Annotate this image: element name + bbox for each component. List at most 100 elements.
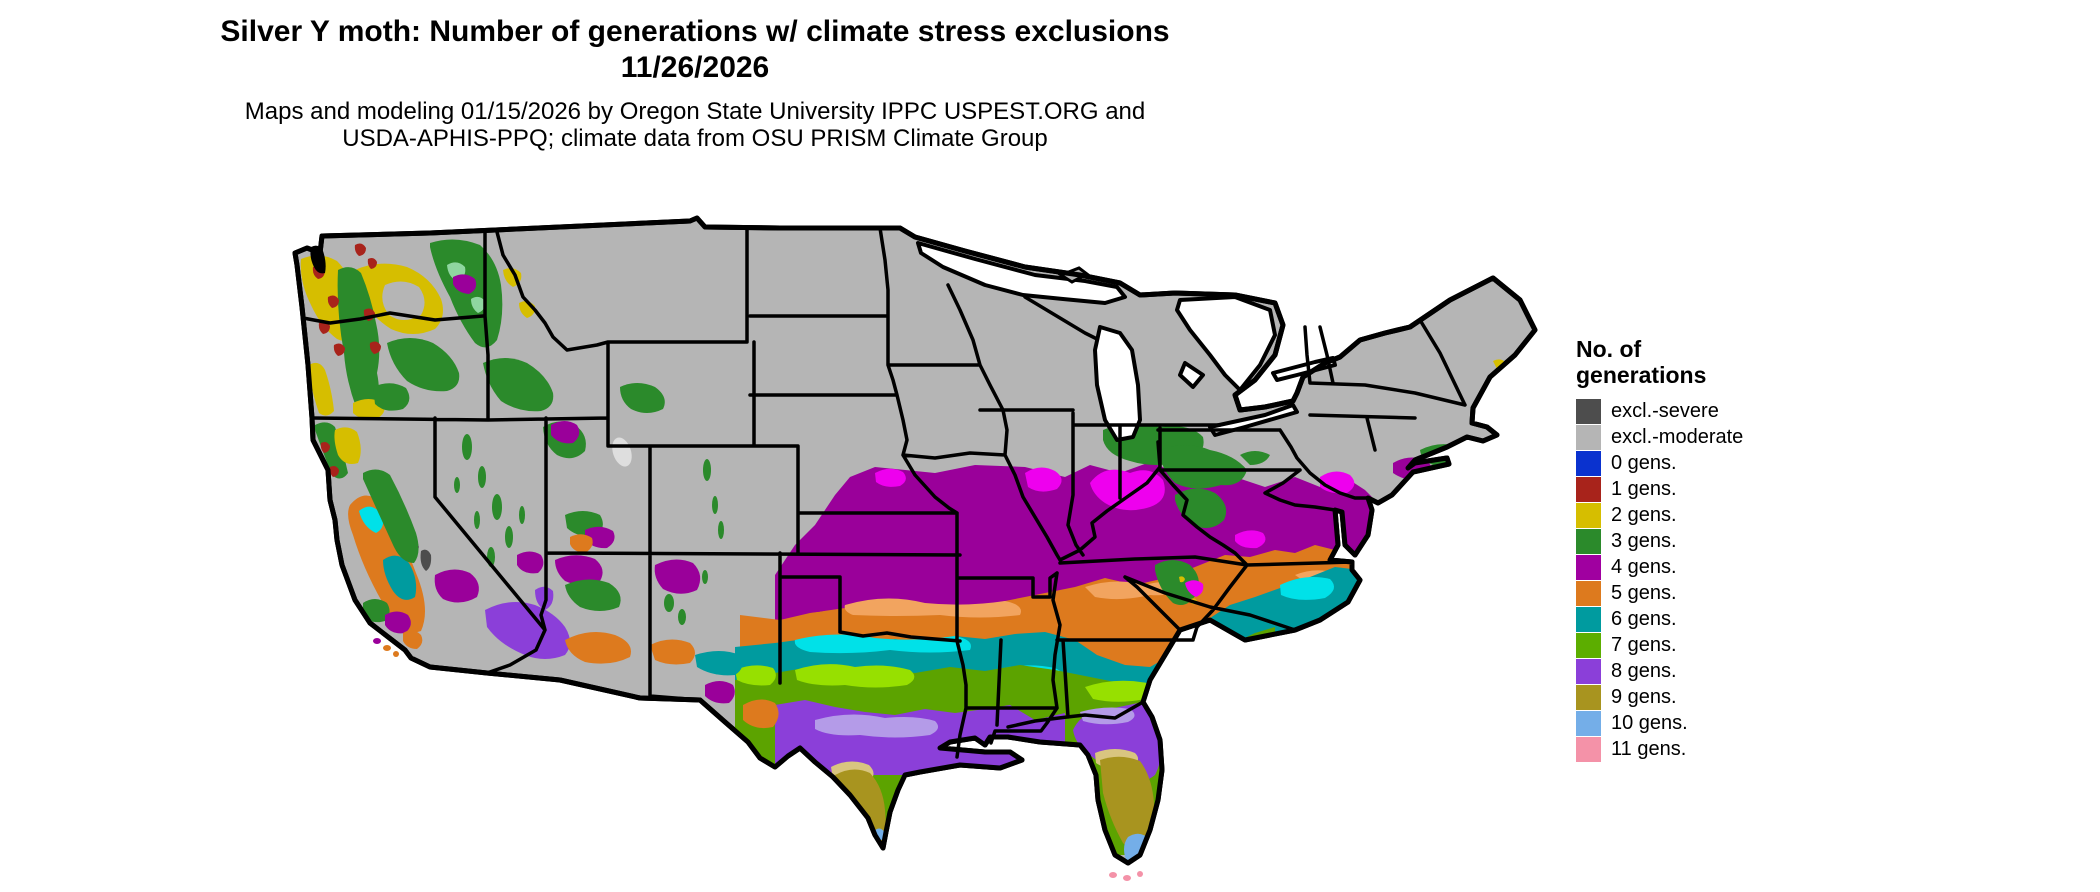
region-3gens-newyork bbox=[1240, 451, 1270, 465]
region-7gens-bright-texas bbox=[795, 664, 915, 688]
legend-item-excl-severe: excl.-severe bbox=[1576, 398, 1856, 424]
region-5gens-bigbend bbox=[743, 699, 779, 729]
region-4gens-socal bbox=[385, 611, 411, 634]
legend-item-9gens: 9 gens. bbox=[1576, 684, 1856, 710]
channel-island-1 bbox=[373, 638, 381, 644]
legend-item-3gens: 3 gens. bbox=[1576, 528, 1856, 554]
lake-erie bbox=[1208, 403, 1299, 437]
region-4gens-bright-illinois bbox=[1025, 467, 1062, 492]
lake-michigan bbox=[1093, 325, 1142, 442]
region-9gens-florida bbox=[1100, 756, 1154, 850]
region-4gens-bright-smokies bbox=[1185, 580, 1204, 597]
legend-item-6gens: 6 gens. bbox=[1576, 606, 1856, 632]
region-5gens-arizona-ring bbox=[565, 631, 631, 664]
region-3gens-nv2 bbox=[478, 466, 486, 488]
florida-keys-1 bbox=[1109, 872, 1117, 878]
legend-swatch-excl-severe bbox=[1576, 398, 1601, 424]
florida-keys-3 bbox=[1137, 871, 1143, 877]
region-6gens-westtexas bbox=[695, 651, 743, 676]
subtitle-line1: Maps and modeling 01/15/2026 by Oregon S… bbox=[244, 98, 1146, 125]
region-3gens-co3 bbox=[718, 521, 724, 539]
saginaw-bay bbox=[1178, 361, 1205, 389]
region-3gens-co2 bbox=[712, 496, 718, 514]
region-3gens-nv4 bbox=[505, 526, 513, 548]
legend-item-2gens: 2 gens. bbox=[1576, 502, 1856, 528]
legend-swatch-9gens bbox=[1576, 684, 1601, 710]
region-4gens-bright-missouri bbox=[875, 468, 906, 487]
region-3gens-norcal-coast bbox=[315, 422, 348, 479]
legend-item-8gens: 8 gens. bbox=[1576, 658, 1856, 684]
map-date: 11/26/2026 bbox=[620, 51, 770, 84]
region-4gens-newash bbox=[453, 274, 477, 294]
state-borders bbox=[301, 226, 1467, 759]
region-3gens-south-idaho bbox=[483, 358, 554, 412]
region-3gens-west-wyoming bbox=[620, 383, 665, 413]
subtitle-line2: USDA-APHIS-PPQ; climate data from OSU PR… bbox=[342, 125, 1048, 152]
legend-swatch-8gens bbox=[1576, 658, 1601, 684]
map-title: Silver Y moth: Number of generations w/ … bbox=[220, 15, 1170, 48]
region-4gens-arizona-rim bbox=[555, 555, 603, 585]
map-subtitle: Maps and modeling 01/15/2026 by Oregon S… bbox=[0, 98, 1390, 152]
legend-swatch-0gens bbox=[1576, 450, 1601, 476]
region-3gens-mogollon bbox=[565, 579, 621, 611]
us-map-svg bbox=[292, 215, 1538, 881]
region-8gens-southwest bbox=[485, 601, 570, 659]
region-3gens-light-flecks bbox=[447, 262, 486, 313]
region-7gens-bright-westtexas bbox=[735, 665, 776, 686]
region-5gens-socal bbox=[403, 630, 423, 649]
conus-generations-map bbox=[235, 215, 1545, 885]
legend-swatch-4gens bbox=[1576, 554, 1601, 580]
legend-item-1gens: 1 gens. bbox=[1576, 476, 1856, 502]
legend-swatch-3gens bbox=[1576, 528, 1601, 554]
region-3gens-nv3 bbox=[492, 494, 502, 520]
legend-swatch-7gens bbox=[1576, 632, 1601, 658]
region-3gens-nm2 bbox=[678, 609, 686, 625]
legend-title-line1: No. of bbox=[1576, 336, 1642, 362]
legend: No. of generations excl.-severe excl.-mo… bbox=[1576, 336, 1856, 762]
legend-swatch-10gens bbox=[1576, 710, 1601, 736]
region-4gens-bright-virginia bbox=[1235, 530, 1266, 549]
legend-title-line2: generations bbox=[1576, 362, 1707, 388]
legend-item-5gens: 5 gens. bbox=[1576, 580, 1856, 606]
legend-swatch-2gens bbox=[1576, 502, 1601, 528]
region-6gens-bright-carolina bbox=[1280, 577, 1334, 600]
region-3gens-nv7 bbox=[519, 506, 525, 524]
region-3gens-nm1 bbox=[664, 594, 674, 612]
region-3gens-nv5 bbox=[474, 511, 480, 529]
region-2gens-oregon-coast bbox=[309, 362, 334, 416]
legend-swatch-1gens bbox=[1576, 476, 1601, 502]
region-3gens-blue-mountains bbox=[387, 338, 460, 392]
region-1gens-specks bbox=[312, 243, 381, 477]
region-4gens-mojave bbox=[434, 569, 479, 603]
region-3gens-socal bbox=[363, 599, 390, 623]
region-6gens-valley-south bbox=[383, 555, 417, 600]
legend-item-11gens: 11 gens. bbox=[1576, 736, 1856, 762]
national-outline bbox=[292, 215, 1538, 866]
channel-island-2 bbox=[383, 645, 391, 651]
lake-superior bbox=[916, 241, 1127, 305]
channel-island-3 bbox=[393, 651, 399, 657]
region-moderate-columbia-basin bbox=[382, 281, 425, 320]
legend-item-4gens: 4 gens. bbox=[1576, 554, 1856, 580]
region-3gens-cascades bbox=[337, 267, 380, 417]
region-4gens-south-nevada bbox=[517, 551, 544, 574]
region-4gens-bright-ohio bbox=[1090, 469, 1165, 511]
legend-item-10gens: 10 gens. bbox=[1576, 710, 1856, 736]
legend-swatch-11gens bbox=[1576, 736, 1601, 762]
region-5gens-south-utah bbox=[570, 534, 593, 553]
region-3gens-sierra bbox=[363, 469, 419, 563]
legend-item-0gens: 0 gens. bbox=[1576, 450, 1856, 476]
legend-item-excl-moderate: excl.-moderate bbox=[1576, 424, 1856, 450]
legend-swatch-5gens bbox=[1576, 580, 1601, 606]
lake-ontario bbox=[1271, 356, 1337, 382]
region-5gens-light-oklahoma bbox=[844, 598, 1021, 618]
region-severe-sierra bbox=[420, 549, 432, 571]
region-5gens-newmexico-south bbox=[650, 639, 695, 665]
region-3gens-nv1 bbox=[462, 434, 472, 460]
region-7gens-bright-georgia bbox=[1085, 680, 1156, 702]
region-8gens-nevada-tip bbox=[535, 586, 554, 610]
region-4gens-newmexico bbox=[654, 559, 701, 594]
region-6gens-valley-north bbox=[359, 506, 384, 533]
region-3gens-nv8 bbox=[454, 477, 460, 493]
